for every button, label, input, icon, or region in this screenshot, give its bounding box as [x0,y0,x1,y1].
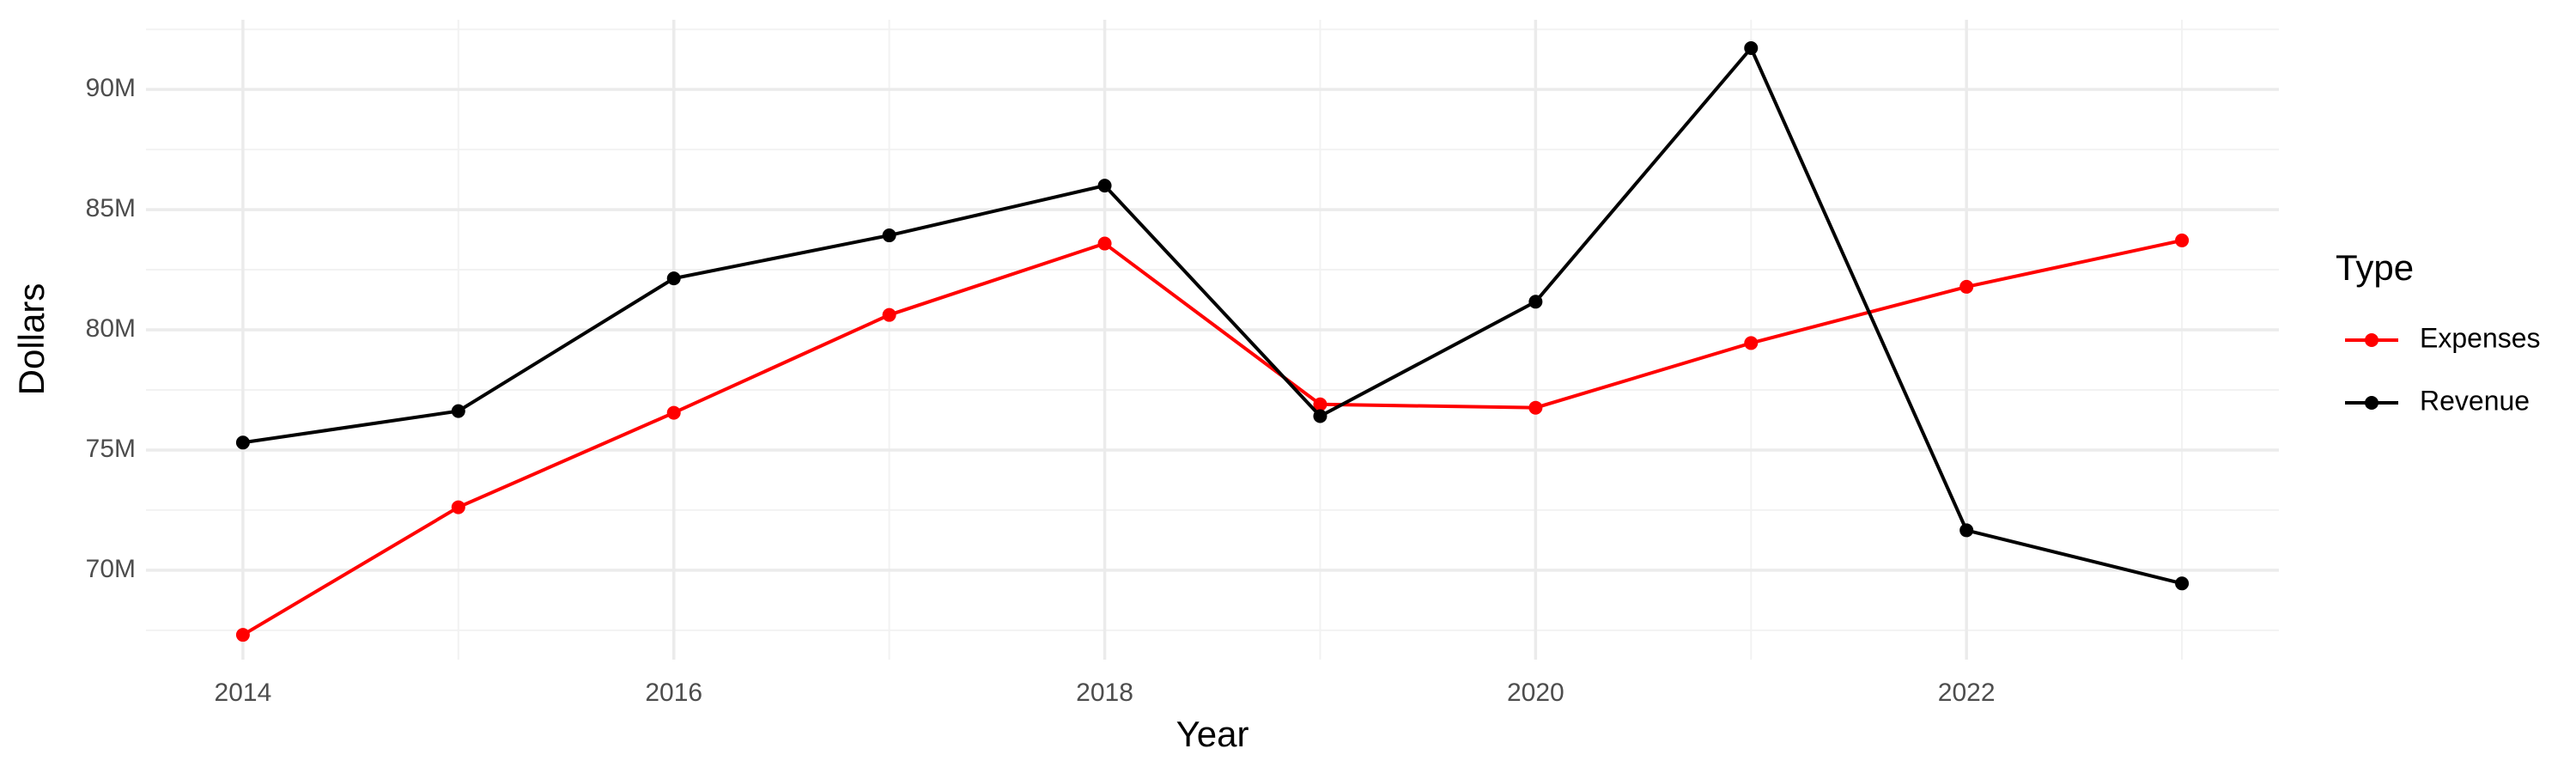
data-point [2175,233,2190,247]
y-tick-label: 85M [86,194,136,222]
y-axis-title: Dollars [11,283,52,396]
legend-key-point [2365,396,2379,410]
data-point [235,435,250,450]
data-point [1528,400,1543,415]
data-point [235,628,250,642]
y-tick-label: 80M [86,314,136,343]
x-tick-label: 2022 [1938,679,1996,707]
legend-key-point [2365,333,2379,347]
data-point [1959,279,1974,294]
data-point [1528,295,1543,309]
data-point [1097,236,1112,251]
data-point [451,500,465,514]
legend-label: Expenses [2420,322,2541,353]
y-tick-label: 70M [86,555,136,583]
x-axis-title: Year [1176,714,1249,754]
data-point [882,307,896,322]
legend-label: Revenue [2420,385,2530,416]
x-tick-label: 2018 [1076,679,1133,707]
y-tick-label: 90M [86,74,136,102]
data-point [451,404,465,418]
data-point [1313,409,1327,423]
x-tick-label: 2016 [645,679,702,707]
grid [146,20,2279,660]
series-line [242,45,2183,586]
data-point [1959,523,1974,538]
data-point [1097,179,1112,193]
series-line [241,238,2183,636]
data-point [882,228,896,243]
x-tick-label: 2020 [1507,679,1564,707]
legend-title: Type [2336,247,2414,288]
data-point [1744,336,1759,350]
data-point [1744,41,1759,56]
x-tick-label: 2014 [215,679,272,707]
y-tick-label: 75M [86,435,136,463]
data-point [666,271,681,286]
data-point [666,405,681,420]
data-point [2175,576,2190,591]
data-point [1313,397,1327,411]
